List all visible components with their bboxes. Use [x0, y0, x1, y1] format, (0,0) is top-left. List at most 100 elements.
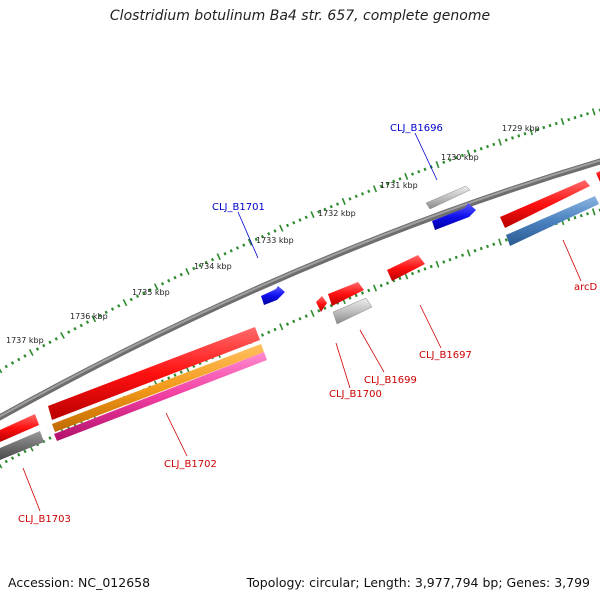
scale-tick — [354, 293, 358, 298]
scale-tick — [292, 319, 296, 324]
gene-clj-b1702[interactable] — [54, 352, 267, 441]
scale-label-1730: 1730 kbp — [441, 153, 479, 162]
scale-tick — [304, 314, 308, 318]
scale-tick — [173, 275, 177, 280]
scale-tick — [485, 144, 490, 149]
scale-tick — [42, 343, 46, 348]
scale-tick — [185, 268, 190, 276]
scale-tick — [298, 317, 302, 321]
scale-tick — [54, 337, 58, 341]
scale-tick — [498, 238, 502, 246]
scale-tick — [417, 170, 421, 174]
scale-tick — [28, 349, 34, 356]
scale-tick — [273, 327, 277, 332]
scale-tick — [129, 297, 133, 302]
label-arcd: arcD — [574, 282, 598, 293]
scale-tick — [410, 172, 415, 176]
label-clj-b1697: CLJ_B1697 — [419, 350, 472, 361]
scale-tick — [192, 266, 196, 271]
scale-label-1736: 1736 kbp — [70, 312, 108, 321]
map-title: Clostridium botulinum Ba4 str. 657, comp… — [109, 8, 491, 24]
scale-tick — [417, 269, 421, 273]
scale-tick — [360, 291, 365, 295]
scale-tick — [567, 217, 571, 222]
lower-scale-ticks — [0, 208, 600, 469]
gene-clj-b1696[interactable] — [432, 203, 476, 230]
forward-genes[interactable] — [0, 169, 600, 460]
scale-tick — [235, 246, 240, 250]
gene-clj-b1700[interactable] — [316, 296, 327, 312]
scale-tick — [23, 354, 27, 358]
scale-tick — [323, 306, 327, 310]
scale-tick — [204, 260, 208, 265]
scale-label-1735: 1735 kbp — [132, 288, 170, 297]
scale-tick — [267, 232, 271, 236]
scale-tick — [167, 278, 171, 283]
scale-tick — [142, 291, 146, 295]
scale-tick — [160, 282, 165, 286]
gene-clj-b1697[interactable] — [387, 255, 425, 281]
scale-tick — [367, 189, 371, 194]
scale-tick — [398, 276, 402, 280]
scale-tick — [379, 184, 383, 189]
scale-tick — [398, 177, 402, 181]
scale-tick — [523, 132, 527, 136]
scale-tick — [404, 172, 409, 180]
scale-tick — [173, 373, 177, 377]
scale-label-1729: 1729 kbp — [502, 124, 540, 133]
scale-tick — [179, 272, 183, 277]
gene-clj-b1703-red[interactable] — [0, 414, 39, 442]
scale-tick — [148, 288, 152, 292]
scale-label-1734: 1734 kbp — [194, 262, 232, 271]
gene-arcd[interactable] — [506, 196, 599, 246]
scale-tick — [423, 167, 427, 171]
scale-tick — [367, 288, 371, 293]
scale-tick — [91, 315, 97, 323]
scale-tick — [323, 207, 327, 211]
upper-scale-ticks — [0, 108, 600, 374]
scale-tick — [586, 112, 589, 116]
scale-tick — [135, 294, 140, 298]
topology-summary-text: Topology: circular; Length: 3,977,794 bp… — [246, 575, 590, 590]
scale-tick — [304, 215, 308, 220]
scale-tick — [210, 257, 215, 262]
scale-tick — [110, 307, 115, 311]
gene-forward-red-right[interactable] — [500, 180, 590, 228]
gene-clj-b1701[interactable] — [261, 286, 285, 305]
scale-tick — [454, 255, 458, 260]
gene-forward-red-edge[interactable] — [596, 169, 600, 182]
gene-clj-b1702-orange[interactable] — [52, 344, 264, 432]
gene-clj-b1699[interactable] — [332, 297, 373, 325]
scale-tick — [591, 208, 596, 216]
scale-tick — [285, 223, 290, 228]
scale-tick — [17, 357, 21, 362]
gene-clj-b1703[interactable] — [0, 431, 44, 460]
scale-tick — [354, 194, 358, 199]
scale-tick — [466, 149, 471, 157]
genome-backbone — [0, 158, 600, 421]
gene-clj-b1702-red[interactable] — [48, 327, 260, 420]
scale-tick — [60, 332, 65, 339]
scale-tick — [548, 123, 552, 128]
gene-clj-b1699-red[interactable] — [328, 282, 364, 306]
scale-tick — [104, 310, 108, 315]
scale-tick — [317, 210, 321, 214]
scale-tick — [473, 149, 477, 153]
scale-tick — [79, 323, 83, 328]
scale-labels: 1729 kbp 1730 kbp 1731 kbp 1732 kbp 1733… — [6, 124, 540, 345]
scale-tick — [73, 326, 77, 331]
scale-tick — [360, 192, 365, 196]
scale-tick — [385, 281, 390, 285]
scale-tick — [267, 330, 271, 334]
scale-tick — [466, 249, 471, 257]
scale-tick — [285, 322, 290, 326]
label-clj-b1701: CLJ_B1701 — [212, 202, 265, 213]
scale-tick — [498, 138, 502, 146]
scale-tick — [310, 211, 315, 219]
scale-tick — [273, 229, 277, 233]
gene-clj-b1696-upper[interactable] — [425, 185, 471, 210]
scale-tick — [247, 238, 253, 246]
accession-text: Accession: NC_012658 — [8, 575, 151, 590]
label-clj-b1700: CLJ_B1700 — [329, 389, 382, 400]
